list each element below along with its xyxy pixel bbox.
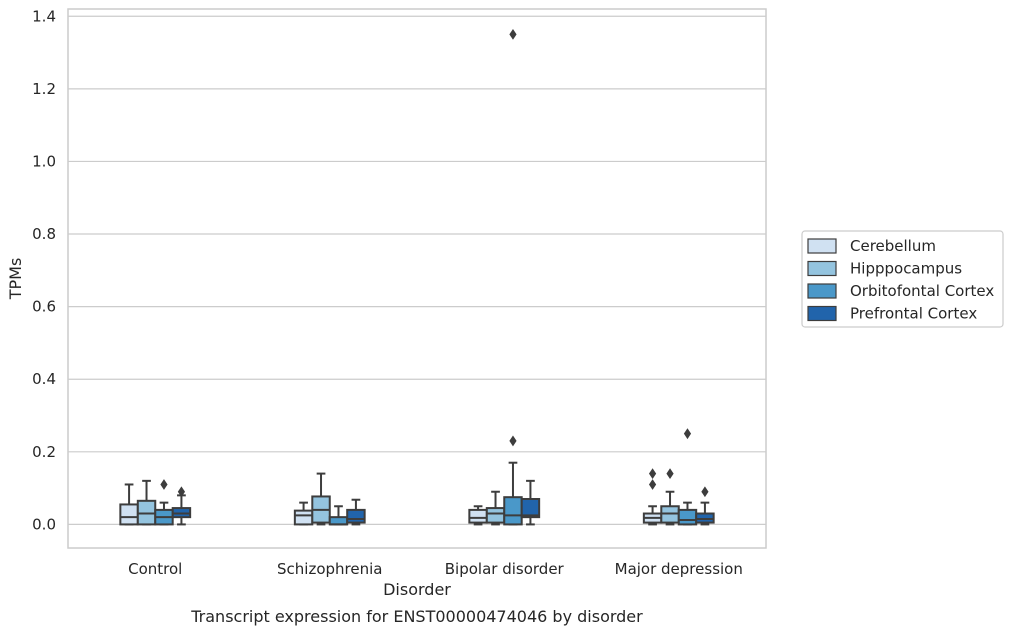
x-axis-label: Disorder bbox=[383, 580, 451, 599]
chart-caption: Transcript expression for ENST0000047404… bbox=[190, 607, 643, 626]
x-tick-label: Bipolar disorder bbox=[445, 560, 565, 578]
outlier-point bbox=[648, 479, 657, 490]
box-iqr bbox=[468, 508, 488, 524]
y-tick-label: 0.8 bbox=[32, 225, 56, 243]
y-tick-label: 0.2 bbox=[32, 443, 56, 461]
legend-label: Hipppocampus bbox=[850, 260, 962, 278]
box bbox=[468, 505, 488, 526]
x-tick-labels: Control Schizophrenia Bipolar disorder Majo… bbox=[128, 560, 743, 578]
box bbox=[520, 479, 541, 526]
outlier-point bbox=[160, 479, 168, 490]
x-tick-label: Schizophrenia bbox=[277, 560, 382, 578]
outlier-point bbox=[648, 468, 657, 479]
legend-frame bbox=[801, 230, 1004, 328]
y-axis-label: TPMs bbox=[6, 258, 25, 301]
outlier-point bbox=[666, 468, 674, 479]
box bbox=[293, 501, 314, 526]
y-tick-label: 1.0 bbox=[32, 152, 56, 170]
y-tick-labels: 0.0 0.2 0.4 0.6 0.8 1.0 1.2 1.4 bbox=[32, 7, 56, 533]
box bbox=[660, 468, 680, 526]
box-iqr bbox=[346, 508, 366, 524]
plot-frame bbox=[67, 8, 767, 549]
box bbox=[136, 479, 157, 526]
legend: Cerebellum Hipppocampus Orbitofontal Corte… bbox=[801, 230, 1004, 328]
outlier-point bbox=[509, 29, 517, 40]
box bbox=[503, 29, 523, 526]
box bbox=[642, 468, 663, 526]
box bbox=[485, 490, 506, 526]
box-iqr bbox=[293, 509, 314, 526]
x-tick-label: Control bbox=[128, 560, 182, 578]
box bbox=[311, 472, 331, 526]
legend-label: Cerebellum bbox=[850, 237, 936, 255]
box-iqr bbox=[485, 507, 506, 524]
box-iqr bbox=[503, 496, 523, 526]
box bbox=[119, 483, 139, 526]
legend-label: Prefrontal Cortex bbox=[850, 305, 977, 323]
legend-swatch bbox=[807, 260, 837, 277]
gridlines bbox=[68, 15, 766, 526]
outlier-point bbox=[509, 435, 517, 447]
y-tick-label: 1.4 bbox=[32, 7, 56, 25]
legend-label: Orbitofontal Cortex bbox=[850, 282, 994, 300]
box bbox=[328, 505, 349, 526]
box-iqr bbox=[677, 508, 698, 526]
y-tick-label: 0.6 bbox=[32, 298, 56, 316]
x-tick-label: Major depression bbox=[615, 560, 743, 578]
outlier-point bbox=[701, 486, 709, 498]
y-tick-label: 0.4 bbox=[32, 370, 56, 388]
outlier-point bbox=[683, 428, 692, 440]
legend-swatch bbox=[807, 238, 837, 254]
box bbox=[346, 498, 366, 526]
legend-swatch bbox=[807, 305, 837, 322]
outlier-point bbox=[177, 486, 186, 498]
legend-swatch bbox=[807, 283, 837, 299]
y-tick-label: 0.0 bbox=[32, 515, 56, 533]
box bbox=[171, 486, 192, 526]
y-tick-label: 1.2 bbox=[32, 80, 56, 98]
box bbox=[677, 428, 698, 526]
box-iqr bbox=[119, 503, 139, 526]
box bbox=[154, 479, 174, 526]
box-iqr bbox=[328, 516, 349, 526]
box-groups bbox=[119, 29, 715, 526]
box bbox=[695, 486, 715, 526]
box-iqr bbox=[520, 498, 541, 519]
